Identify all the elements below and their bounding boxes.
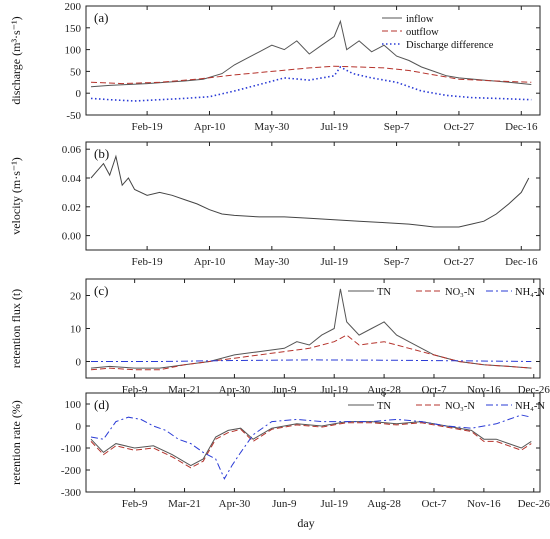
series-line xyxy=(91,359,532,362)
series-line xyxy=(90,421,532,467)
y-tick-label: 0.04 xyxy=(62,173,82,185)
x-tick-label: Jul-19 xyxy=(320,121,348,133)
x-tick-label: Aug-28 xyxy=(367,498,401,510)
x-tick-label: Oct-27 xyxy=(444,256,475,268)
series-line xyxy=(90,288,532,369)
x-tick-label: Oct-7 xyxy=(421,498,447,510)
x-tick-label: Apr-10 xyxy=(194,256,226,268)
series-line xyxy=(90,154,530,228)
x-tick-label: May-30 xyxy=(254,256,289,268)
panel-label: (a) xyxy=(94,10,108,25)
y-tick-label: 100 xyxy=(65,45,82,57)
y-tick-label: 200 xyxy=(65,1,82,13)
y-tick-label: 0 xyxy=(76,88,82,100)
y-tick-label: 10 xyxy=(70,324,82,336)
y-tick-label: -200 xyxy=(61,465,82,477)
x-tick-label: Dec-16 xyxy=(505,256,538,268)
y-tick-label: 100 xyxy=(65,399,82,411)
y-axis-label: velocity (m·s⁻¹) xyxy=(9,157,23,235)
legend-label: TN xyxy=(377,287,391,298)
series-line xyxy=(90,414,532,480)
y-tick-label: 0.02 xyxy=(62,202,81,214)
legend-label: NO₃-N xyxy=(445,287,475,298)
series-line xyxy=(90,19,532,88)
y-tick-label: -100 xyxy=(61,443,82,455)
legend-label: outflow xyxy=(406,27,439,38)
panel-label: (d) xyxy=(94,397,109,412)
y-axis-label: retention flux (t) xyxy=(9,289,23,368)
panel-label: (b) xyxy=(94,146,109,161)
chart-panel: -300 -200 -100 0 100 Feb-9 Mar-21 Apr-30 Jun-9 Ju… xyxy=(9,392,550,510)
series-line xyxy=(90,422,532,469)
y-tick-label: -50 xyxy=(66,110,81,122)
y-axis-label: discharge (m³·s⁻¹) xyxy=(9,16,23,104)
y-tick-label: 0 xyxy=(76,421,82,433)
x-tick-label: May-30 xyxy=(254,121,289,133)
x-tick-label: Sep-7 xyxy=(384,121,410,133)
x-axis-label: day xyxy=(297,516,314,530)
legend-label: TN xyxy=(377,401,391,412)
x-tick-label: Nov-16 xyxy=(467,498,501,510)
x-tick-label: Sep-7 xyxy=(384,256,410,268)
y-tick-label: 0 xyxy=(76,357,82,369)
y-tick-label: 0.06 xyxy=(62,144,82,156)
series-line xyxy=(90,334,532,371)
legend-label: NO₃-N xyxy=(445,401,475,412)
plot-frame xyxy=(85,141,541,251)
x-tick-label: Feb-19 xyxy=(132,256,164,268)
x-tick-label: Feb-19 xyxy=(132,121,164,133)
legend-label: NH₄-N xyxy=(515,401,545,412)
x-tick-label: Oct-27 xyxy=(444,121,475,133)
x-tick-label: Jul-19 xyxy=(320,256,348,268)
x-tick-label: Apr-10 xyxy=(194,121,226,133)
x-tick-label: Feb-9 xyxy=(122,498,148,510)
x-tick-label: Mar-21 xyxy=(168,498,201,510)
x-tick-label: Dec-16 xyxy=(505,121,538,133)
legend-label: inflow xyxy=(406,14,434,25)
y-tick-label: 50 xyxy=(70,66,82,78)
x-tick-label: Jul-19 xyxy=(320,498,348,510)
x-tick-label: Jun-9 xyxy=(272,498,297,510)
legend-label: NH₄-N xyxy=(515,287,545,298)
y-axis-label: retention rate (%) xyxy=(9,400,23,485)
x-tick-label: Dec-26 xyxy=(518,498,550,510)
x-tick-label: Apr-30 xyxy=(219,498,251,510)
y-tick-label: 20 xyxy=(70,291,82,303)
plot-frame xyxy=(85,5,541,116)
legend-label: Discharge difference xyxy=(406,40,494,51)
series-line xyxy=(90,65,532,85)
y-tick-label: 150 xyxy=(65,23,82,35)
series-line xyxy=(90,65,532,102)
panel-label: (c) xyxy=(94,283,108,298)
chart-panel: 0.00 0.02 0.04 0.06 Feb-19 Apr-10 May-30 Jul-19… xyxy=(9,141,541,268)
plot-frame xyxy=(85,392,541,493)
chart-panel: -50 0 50 100 150 200 Feb-19 Apr-10 May-30 Jul-19 S… xyxy=(9,1,541,133)
y-tick-label: -300 xyxy=(61,487,82,499)
y-tick-label: 0.00 xyxy=(62,231,82,243)
